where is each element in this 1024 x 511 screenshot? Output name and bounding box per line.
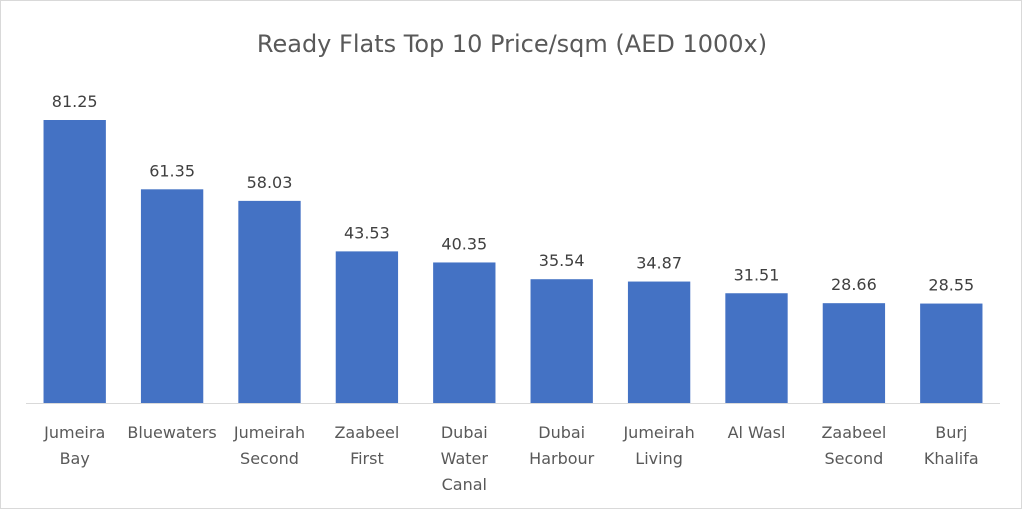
chart-title: Ready Flats Top 10 Price/sqm (AED 1000x) bbox=[257, 30, 767, 58]
bars-group bbox=[43, 120, 983, 403]
bar-8 bbox=[822, 303, 886, 403]
category-label-7: Al Wasl bbox=[728, 423, 786, 442]
value-label-4: 40.35 bbox=[441, 234, 487, 253]
value-label-7: 31.51 bbox=[734, 265, 780, 284]
category-label-3: Zaabeel First bbox=[334, 423, 399, 468]
value-label-9: 28.55 bbox=[928, 276, 974, 295]
category-label-8: Zaabeel Second bbox=[821, 423, 886, 468]
bar-5 bbox=[530, 279, 593, 403]
category-labels-group: Jumeira Bay Bluewaters Jumeirah Second Zaabee… bbox=[43, 423, 979, 494]
value-label-0: 81.25 bbox=[52, 92, 98, 111]
value-label-6: 34.87 bbox=[636, 254, 682, 273]
bar-0 bbox=[43, 120, 106, 403]
category-label-5: Dubai Harbour bbox=[529, 423, 595, 468]
bar-2 bbox=[238, 200, 301, 403]
category-label-9: Burj Khalifa bbox=[924, 423, 979, 468]
value-label-2: 58.03 bbox=[247, 173, 293, 192]
value-label-3: 43.53 bbox=[344, 223, 390, 242]
category-label-0: Jumeira Bay bbox=[43, 423, 105, 468]
value-label-5: 35.54 bbox=[539, 251, 585, 270]
bar-9 bbox=[920, 303, 983, 403]
category-label-4: Dubai Water Canal bbox=[441, 423, 489, 494]
bar-3 bbox=[335, 251, 399, 403]
value-label-8: 28.66 bbox=[831, 275, 877, 294]
category-label-1: Bluewaters bbox=[127, 423, 216, 442]
bar-6 bbox=[627, 281, 691, 403]
bar-7 bbox=[725, 293, 788, 403]
value-labels-group: 81.25 61.35 58.03 43.53 40.35 35.54 34.87 31.51… bbox=[52, 92, 974, 295]
bar-4 bbox=[433, 262, 496, 403]
value-label-1: 61.35 bbox=[149, 161, 195, 180]
category-label-6: Jumeirah Living bbox=[622, 423, 694, 468]
bar-1 bbox=[140, 189, 204, 403]
category-label-2: Jumeirah Second bbox=[233, 423, 305, 468]
